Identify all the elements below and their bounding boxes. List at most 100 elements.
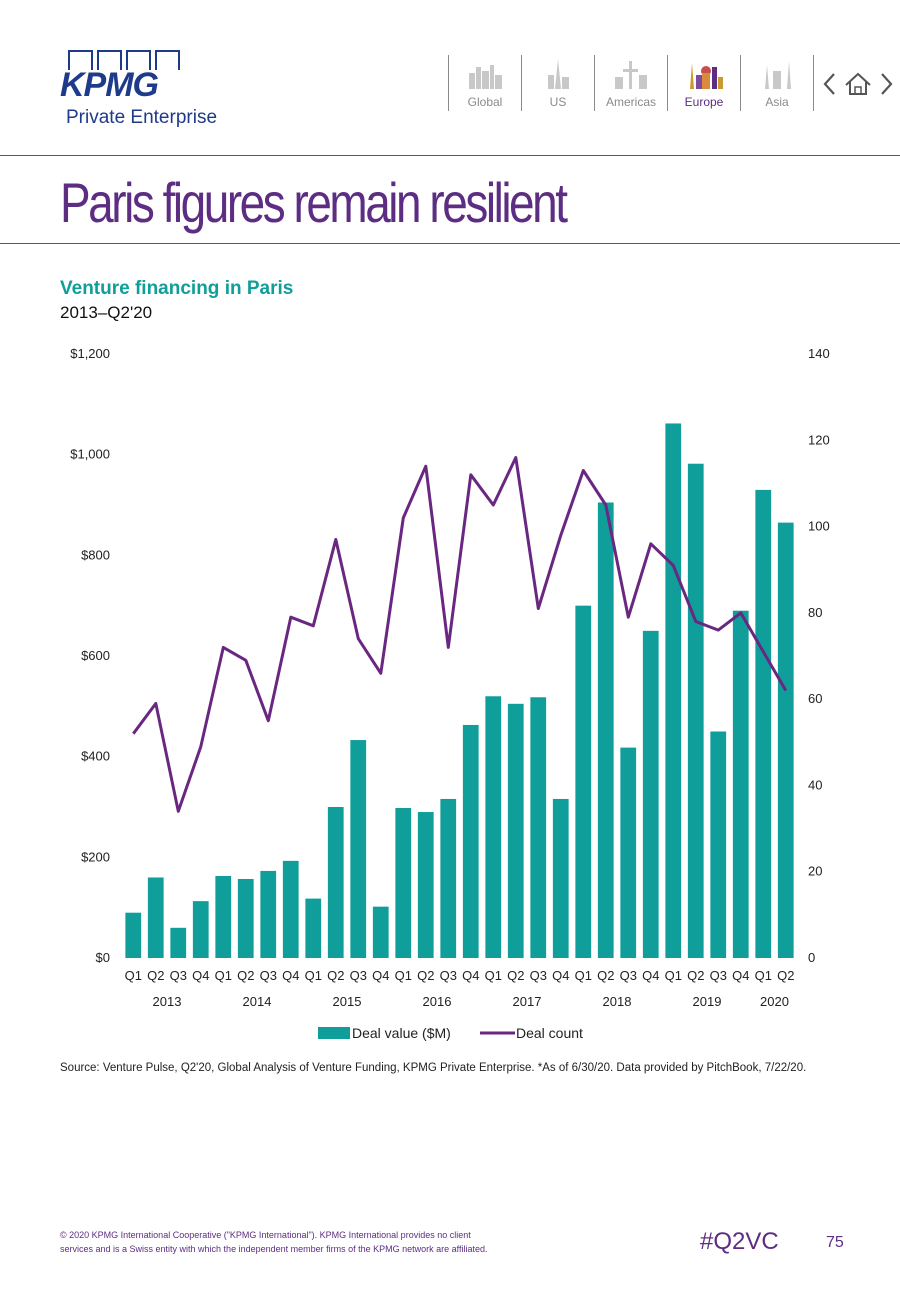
x-tick-label: Q1 xyxy=(755,968,772,983)
title-rule xyxy=(0,243,900,244)
deal-value-bar xyxy=(215,875,232,958)
europe-skyline-icon xyxy=(690,63,723,89)
y-right-tick-label: 80 xyxy=(808,605,822,620)
copyright-line: services and is a Swiss entity with whic… xyxy=(60,1244,488,1254)
x-tick-label: Q3 xyxy=(710,968,727,983)
chart-subtitle: 2013–Q2'20 xyxy=(60,303,153,322)
nav-label: Asia xyxy=(765,95,789,109)
x-tick-label: Q2 xyxy=(147,968,164,983)
deal-value-bar xyxy=(395,808,412,958)
home-icon[interactable] xyxy=(845,72,871,95)
deal-value-bar xyxy=(147,877,164,958)
deal-value-bar xyxy=(372,906,389,958)
x-tick-label: Q1 xyxy=(215,968,232,983)
chevron-right-icon[interactable] xyxy=(881,73,893,95)
nav-item-us[interactable]: US xyxy=(521,55,594,111)
x-tick-label: Q3 xyxy=(260,968,277,983)
x-tick-label: Q4 xyxy=(372,968,389,983)
deal-value-bar xyxy=(620,747,637,958)
x-year-label: 2017 xyxy=(513,994,542,1009)
deal-value-bar xyxy=(305,898,322,958)
y-left-tick-label: $400 xyxy=(81,749,110,764)
deal-value-bar xyxy=(597,502,614,958)
x-tick-label: Q1 xyxy=(395,968,412,983)
deal-value-bar xyxy=(192,901,209,958)
x-tick-label: Q2 xyxy=(327,968,344,983)
deal-value-bar xyxy=(755,489,772,958)
y-left-tick-label: $0 xyxy=(96,950,110,965)
nav-label: Global xyxy=(467,95,503,109)
nav-label: Europe xyxy=(684,95,724,109)
logo-boxes xyxy=(68,50,180,70)
deal-value-bar xyxy=(687,463,704,958)
legend-swatch-deal-value xyxy=(318,1027,350,1039)
x-year-label: 2019 xyxy=(693,994,722,1009)
x-tick-label: Q3 xyxy=(170,968,187,983)
y-right-tick-label: 100 xyxy=(808,519,830,534)
nav-item-asia[interactable]: Asia xyxy=(740,55,814,111)
deal-value-bar xyxy=(552,798,569,958)
y-right-tick-label: 60 xyxy=(808,691,822,706)
us-skyline-icon xyxy=(548,59,569,89)
deal-value-bar xyxy=(507,703,524,958)
x-tick-label: Q2 xyxy=(777,968,794,983)
page-number: 75 xyxy=(826,1234,844,1251)
deal-value-bar xyxy=(350,740,367,958)
deal-value-bar xyxy=(710,731,727,958)
x-tick-label: Q2 xyxy=(237,968,254,983)
x-tick-label: Q1 xyxy=(575,968,592,983)
chevron-left-icon[interactable] xyxy=(823,73,835,95)
y-right-tick-label: 140 xyxy=(808,346,830,361)
y-right-tick-label: 0 xyxy=(808,950,815,965)
nav-item-americas[interactable]: Americas xyxy=(594,55,667,111)
deal-value-bar xyxy=(575,605,592,958)
y-right-tick-label: 20 xyxy=(808,864,822,879)
region-nav: Global US Americas Europe Asia xyxy=(448,55,814,111)
x-year-label: 2016 xyxy=(423,994,452,1009)
deal-value-bar xyxy=(665,423,682,959)
venture-financing-chart: $0 $200 $400 $600 $800 $1,000 $1,200 0 20 40 60 80 1… xyxy=(70,346,830,1041)
y-left-tick-label: $600 xyxy=(81,648,110,663)
deal-count-line xyxy=(132,456,788,813)
x-tick-label: Q2 xyxy=(687,968,704,983)
legend-label-deal-count: Deal count xyxy=(516,1025,583,1041)
header-rule xyxy=(0,155,900,156)
nav-controls xyxy=(818,68,898,100)
x-tick-label: Q4 xyxy=(192,968,209,983)
americas-skyline-icon xyxy=(615,61,647,89)
deal-value-bar xyxy=(485,696,502,958)
deal-value-bar xyxy=(642,630,659,958)
x-year-label: 2013 xyxy=(153,994,182,1009)
x-tick-label: Q4 xyxy=(552,968,569,983)
page-title: Paris figures remain resilient xyxy=(60,171,568,234)
y-right-tick-label: 40 xyxy=(808,777,822,792)
deal-value-bar xyxy=(260,870,277,958)
x-year-label: 2018 xyxy=(603,994,632,1009)
legend-label-deal-value: Deal value ($M) xyxy=(352,1025,451,1041)
x-year-label: 2014 xyxy=(243,994,272,1009)
global-skyline-icon xyxy=(469,65,502,89)
deal-value-bar xyxy=(462,724,479,958)
deal-value-bar xyxy=(777,522,794,958)
deal-value-bar xyxy=(237,878,254,958)
nav-item-europe[interactable]: Europe xyxy=(667,55,740,111)
x-tick-label: Q4 xyxy=(282,968,299,983)
x-year-label: 2015 xyxy=(333,994,362,1009)
x-tick-label: Q1 xyxy=(125,968,142,983)
source-note: Source: Venture Pulse, Q2'20, Global Ana… xyxy=(60,1062,807,1074)
nav-item-global[interactable]: Global xyxy=(448,55,521,111)
x-tick-label: Q2 xyxy=(507,968,524,983)
x-tick-label: Q4 xyxy=(462,968,479,983)
x-tick-label: Q1 xyxy=(665,968,682,983)
nav-label: Americas xyxy=(605,95,656,109)
x-tick-label: Q3 xyxy=(350,968,367,983)
deal-value-bar xyxy=(327,807,344,958)
logo-subtitle: Private Enterprise xyxy=(66,107,218,128)
kpmg-logo: KPMG Private Enterprise xyxy=(60,50,230,135)
deal-value-bar xyxy=(732,610,749,958)
y-right-tick-label: 120 xyxy=(808,432,830,447)
deal-value-bar xyxy=(170,927,187,958)
x-tick-label: Q3 xyxy=(530,968,547,983)
copyright-notice: © 2020 KPMG International Cooperative ("… xyxy=(60,1228,580,1256)
deal-value-bar xyxy=(125,912,142,958)
